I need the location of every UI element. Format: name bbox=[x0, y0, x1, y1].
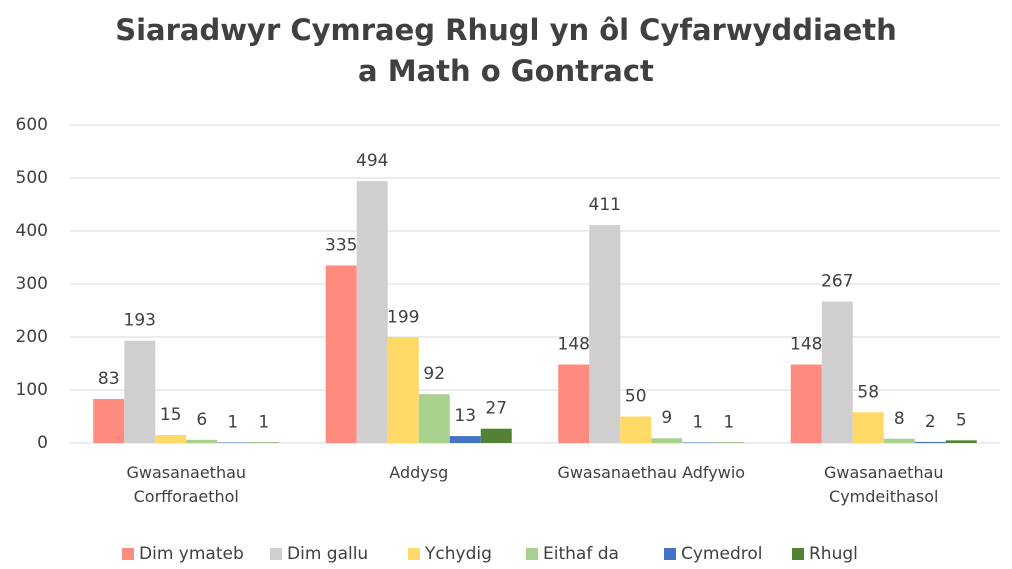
legend-label: Cymedrol bbox=[681, 544, 762, 564]
data-label: 1 bbox=[723, 412, 734, 432]
data-label: 9 bbox=[661, 408, 672, 428]
y-tick-label: 0 bbox=[37, 433, 48, 453]
bar bbox=[418, 394, 450, 443]
legend-swatch bbox=[270, 548, 282, 560]
data-label: 92 bbox=[423, 364, 445, 384]
bar bbox=[387, 337, 419, 443]
data-label: 6 bbox=[196, 410, 207, 430]
data-label: 2 bbox=[925, 412, 936, 432]
bar bbox=[945, 440, 977, 443]
bar bbox=[589, 225, 621, 443]
bar bbox=[682, 442, 714, 443]
bar bbox=[325, 265, 357, 443]
data-label: 148 bbox=[558, 335, 590, 355]
bar bbox=[651, 438, 683, 443]
y-tick-label: 100 bbox=[16, 380, 48, 400]
legend-swatch bbox=[526, 548, 538, 560]
data-label: 13 bbox=[454, 406, 476, 426]
data-label: 15 bbox=[160, 405, 182, 425]
bar bbox=[480, 428, 512, 443]
data-label: 267 bbox=[821, 271, 853, 291]
legend-label: Dim ymateb bbox=[139, 544, 244, 564]
chart-title: Siaradwyr Cymraeg Rhugl yn ôl Cyfarwyddi… bbox=[115, 13, 897, 88]
legend-label: Eithaf da bbox=[543, 544, 619, 564]
data-label: 50 bbox=[625, 387, 647, 407]
y-tick-label: 500 bbox=[16, 168, 48, 188]
y-tick-label: 300 bbox=[16, 274, 48, 294]
bar bbox=[790, 364, 822, 443]
bar bbox=[155, 435, 187, 443]
bar bbox=[713, 442, 745, 443]
data-label: 335 bbox=[325, 235, 357, 255]
bar bbox=[186, 439, 218, 443]
bar bbox=[217, 442, 249, 443]
bar bbox=[620, 416, 652, 443]
data-label: 494 bbox=[356, 151, 388, 171]
x-tick-label: Gwasanaethau Cymdeithasol bbox=[823, 463, 944, 506]
data-label: 148 bbox=[790, 335, 822, 355]
x-tick-label: Gwasanaethau Adfywio bbox=[557, 463, 746, 482]
bar bbox=[248, 442, 280, 443]
legend-label: Ychydig bbox=[424, 544, 492, 564]
legend-swatch bbox=[408, 548, 420, 560]
data-label: 83 bbox=[98, 369, 120, 389]
bar bbox=[821, 301, 853, 443]
x-tick-label: Addysg bbox=[389, 463, 449, 482]
data-label: 193 bbox=[124, 311, 156, 331]
data-label: 58 bbox=[857, 382, 879, 402]
x-tick-label: Gwasanaethau Corfforaethol bbox=[126, 463, 247, 506]
legend-label: Rhugl bbox=[809, 544, 858, 564]
bar bbox=[558, 364, 590, 443]
bar bbox=[852, 412, 884, 443]
legend-swatch bbox=[792, 548, 804, 560]
bar bbox=[124, 340, 156, 443]
data-label: 5 bbox=[956, 410, 967, 430]
data-label: 1 bbox=[258, 412, 269, 432]
legend-swatch bbox=[122, 548, 134, 560]
data-label: 27 bbox=[485, 399, 507, 419]
bar bbox=[883, 438, 915, 443]
data-label: 1 bbox=[692, 412, 703, 432]
y-tick-label: 200 bbox=[16, 327, 48, 347]
data-label: 199 bbox=[387, 308, 419, 328]
bar bbox=[449, 436, 481, 443]
data-label: 1 bbox=[227, 412, 238, 432]
y-tick-label: 600 bbox=[16, 115, 48, 135]
data-label: 8 bbox=[894, 409, 905, 429]
data-label: 411 bbox=[589, 195, 621, 215]
y-tick-label: 400 bbox=[16, 221, 48, 241]
bar bbox=[914, 441, 946, 443]
bar bbox=[93, 399, 125, 443]
legend-swatch bbox=[664, 548, 676, 560]
legend-label: Dim gallu bbox=[287, 544, 368, 564]
bar bbox=[356, 181, 388, 443]
